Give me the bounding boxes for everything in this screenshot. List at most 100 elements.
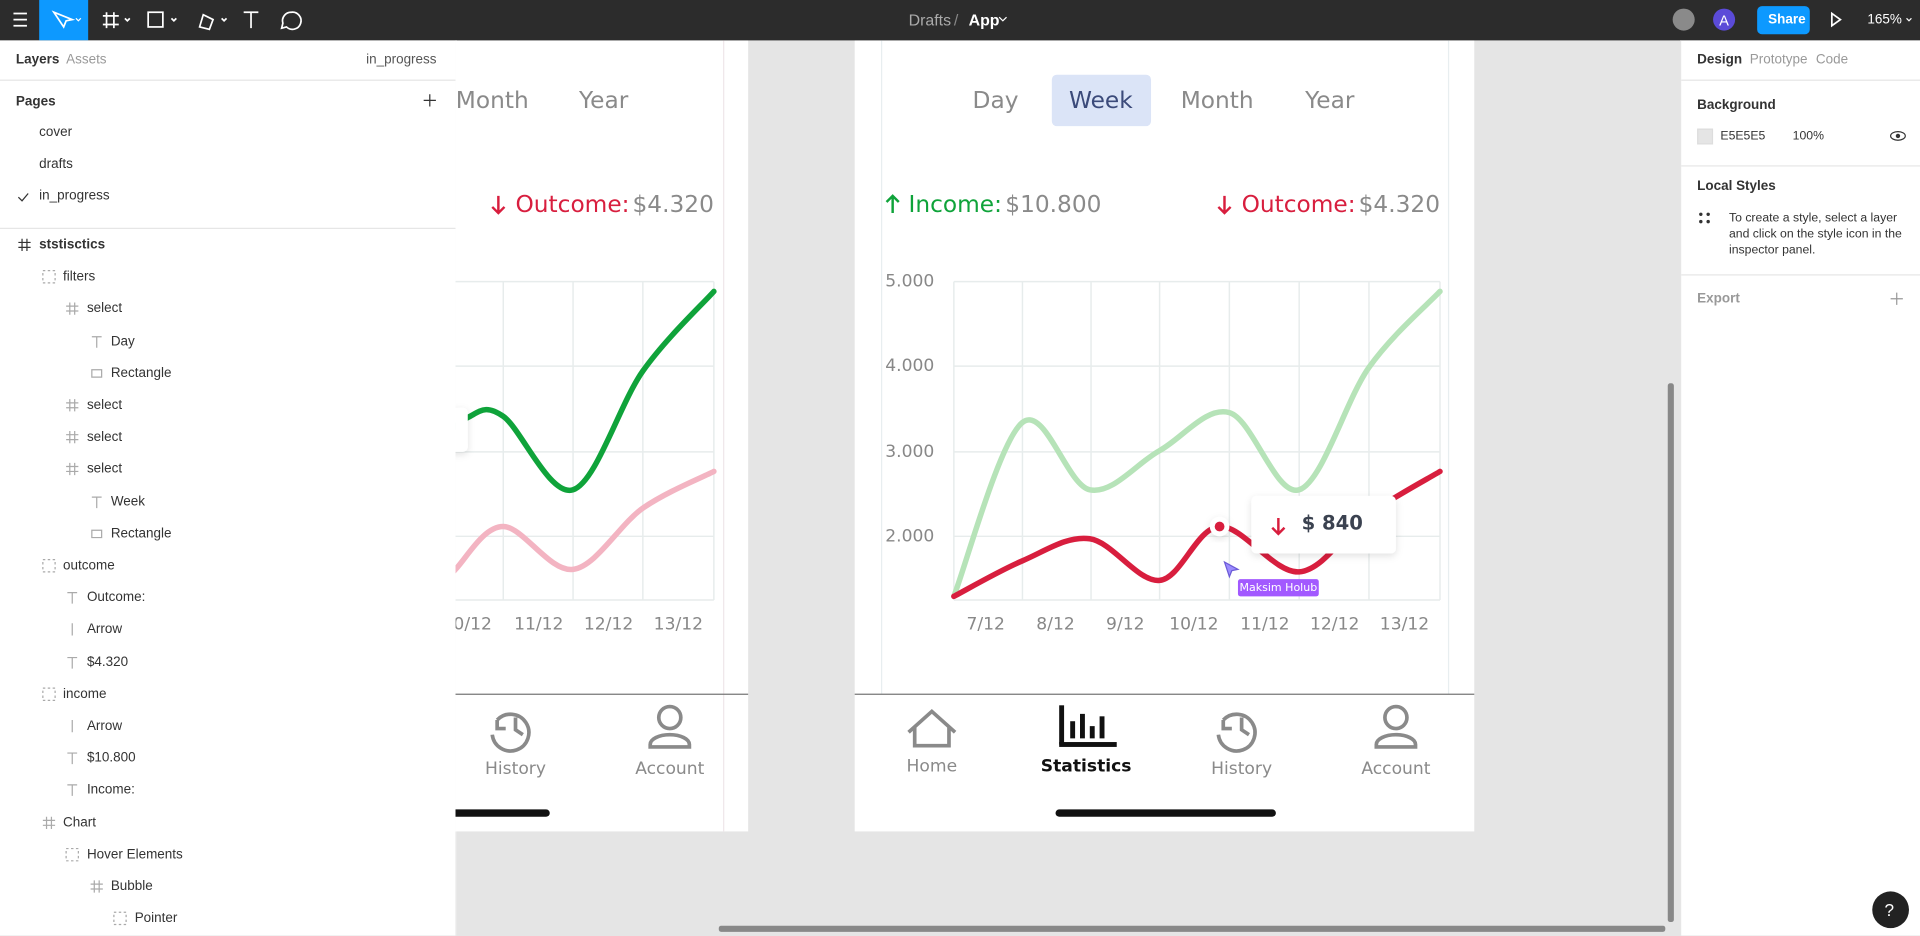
avatar-initial[interactable]: A: [1719, 12, 1729, 30]
icon: [67, 784, 78, 797]
x-label: 11/12: [514, 614, 563, 634]
outcome-line: [455, 468, 717, 574]
icon: [66, 463, 79, 476]
background-color[interactable]: E5E5E5: [1720, 129, 1766, 144]
income-line: [455, 288, 717, 493]
layer-icon: [66, 431, 79, 444]
x-label: 10/12: [1169, 614, 1218, 634]
x-label: 0/12: [456, 614, 492, 634]
layer-icon: [71, 623, 73, 636]
pages-title: Pages: [15, 94, 56, 109]
period-option: Year: [578, 87, 629, 114]
outcome-value: $4.320: [1359, 191, 1440, 218]
layer-icon: [18, 238, 31, 252]
icon: [67, 752, 78, 765]
y-label: 5.000: [885, 272, 934, 292]
design-panel: Design Prototype Code Background E5E5E5 …: [1680, 40, 1920, 936]
layer-icon: [71, 720, 73, 733]
layer-item: filters: [63, 269, 96, 285]
color-swatch[interactable]: [1697, 128, 1714, 145]
breadcrumb-separator: /: [953, 11, 959, 30]
icon: [67, 592, 78, 604]
local-styles-hint: To create a style, select a layer and cl…: [1728, 211, 1902, 258]
icon: [113, 911, 127, 926]
cursor-label: Maksim Holub: [1240, 581, 1318, 594]
export-title: Export: [1697, 291, 1740, 307]
layer-icon: [67, 752, 78, 765]
layers-panel: Layers Assets in_progress Pages cover dra…: [0, 40, 457, 936]
period-option: Year: [1304, 87, 1355, 114]
icon: [66, 399, 79, 412]
layer-item: income: [63, 686, 107, 702]
x-label: 9/12: [1106, 614, 1144, 634]
page-item: cover: [39, 124, 73, 140]
icon: [41, 270, 56, 284]
x-label: 13/12: [1380, 614, 1429, 634]
breadcrumb-folder[interactable]: Drafts: [908, 11, 952, 30]
layer-item: select: [86, 430, 123, 445]
icon: [90, 368, 102, 378]
x-label: 13/12: [654, 614, 703, 634]
layer-item: Arrow: [86, 718, 123, 734]
dropdown-caret: [998, 16, 1007, 22]
y-label: 2.000: [885, 526, 934, 546]
background-title: Background: [1697, 97, 1776, 113]
x-label: 8/12: [1036, 614, 1074, 634]
icon: [42, 816, 55, 829]
check-icon: [17, 193, 29, 202]
layer-icon: [91, 496, 102, 508]
tab-code[interactable]: Code: [1815, 52, 1849, 68]
icon: [66, 302, 79, 316]
check: [17, 193, 29, 202]
icon: [91, 335, 102, 348]
layer-item: select: [86, 462, 123, 477]
layer-icon: [90, 529, 102, 538]
layer-item: ststisctics: [39, 237, 106, 253]
tab-prototype[interactable]: Prototype: [1749, 52, 1808, 68]
tab-layers[interactable]: Layers: [15, 52, 60, 68]
breadcrumb-file[interactable]: App: [968, 11, 1000, 30]
layer-icon: [67, 784, 78, 797]
layer-icon: [66, 399, 79, 412]
layer-icon: [67, 656, 78, 669]
layer-item: Pointer: [134, 911, 178, 926]
x-label: 12/12: [1310, 614, 1359, 634]
period-option: Week: [1069, 87, 1133, 114]
x-label: 7/12: [966, 614, 1004, 634]
background-opacity[interactable]: 100%: [1792, 129, 1824, 144]
add-export[interactable]: [1889, 291, 1904, 306]
layer-icon: [91, 335, 102, 348]
tab-design[interactable]: Design: [1697, 52, 1743, 68]
layer-item: $4.320: [86, 654, 129, 670]
layer-icon: [41, 270, 56, 284]
help-button[interactable]: ?: [1872, 891, 1909, 929]
toolbar: Drafts / App A Share 165%: [0, 0, 1920, 41]
visibility-icon[interactable]: [1889, 130, 1906, 142]
x-label: 11/12: [1240, 614, 1289, 634]
layer-item: Income:: [86, 782, 135, 798]
outcome-value: $4.320: [633, 191, 714, 218]
layer-item: Chart: [63, 815, 97, 830]
icon: [41, 558, 56, 573]
share-button[interactable]: Share: [1768, 12, 1806, 27]
icon: [91, 496, 102, 508]
tab-assets[interactable]: Assets: [66, 52, 107, 68]
income-value: $10.800: [1005, 191, 1101, 218]
period-option: Month: [456, 87, 529, 114]
layer-icon: [41, 687, 56, 701]
layer-icon: [113, 911, 127, 926]
zoom-level[interactable]: 165%: [1867, 12, 1902, 27]
current-page[interactable]: in_progress: [366, 52, 437, 68]
y-label: 4.000: [885, 356, 934, 376]
nav-label: History: [485, 759, 546, 779]
layer-icon: [66, 463, 79, 476]
layer-icon: [67, 592, 78, 604]
add-page[interactable]: [422, 93, 437, 108]
income-label: Income:: [909, 191, 1002, 218]
styles-icon: [1699, 212, 1710, 224]
nav-label: Statistics: [1041, 757, 1132, 777]
help-text: ?: [1884, 900, 1895, 920]
icon: [90, 880, 103, 893]
